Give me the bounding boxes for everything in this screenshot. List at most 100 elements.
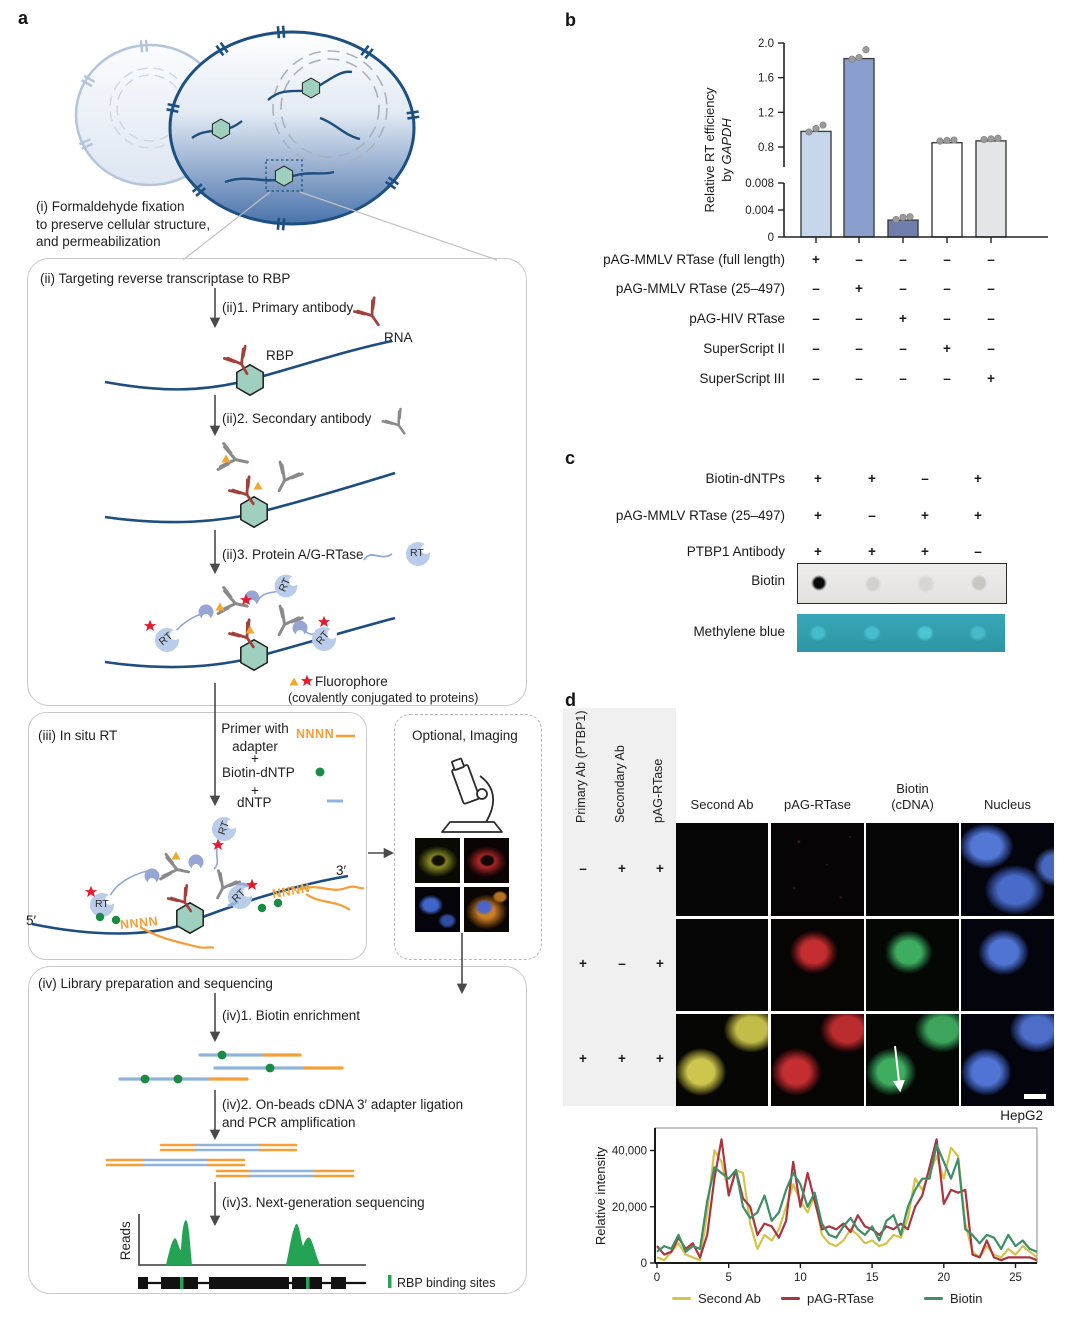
condition-sign: –	[987, 252, 995, 267]
condition-label-pag-rtase: pAG-RTase	[651, 758, 665, 823]
condition-sign: +	[656, 861, 664, 876]
svg-text:10: 10	[794, 1272, 807, 1284]
condition-sign: –	[987, 311, 995, 326]
legend-label-second-ab: Second Ab	[698, 1291, 761, 1306]
svg-text:0.008: 0.008	[745, 178, 774, 190]
condition-sign: –	[943, 371, 951, 386]
bar-SuperScript II	[931, 141, 963, 238]
svg-text:25: 25	[1009, 1272, 1022, 1284]
data-point	[906, 213, 914, 221]
legend-swatch-pag-rtase	[781, 1296, 800, 1301]
condition-row-label: PTBP1 Antibody	[686, 544, 785, 559]
condition-row-label: pAG-MMLV RTase (25–497)	[615, 508, 785, 523]
condition-row-label: SuperScript II	[703, 341, 785, 356]
rbp-hexagon-icon	[301, 77, 321, 99]
step-i-caption: (i) Formaldehyde fixation to preserve ce…	[36, 199, 211, 250]
box-optional-imaging	[394, 714, 542, 960]
step-iv-1-label: (iv)1. Biotin enrichment	[222, 1008, 361, 1023]
condition-sign: +	[921, 544, 929, 559]
micrograph-r3c1	[676, 1014, 768, 1106]
condition-column-background	[563, 708, 676, 1106]
biotin-blot-label: Biotin	[751, 573, 785, 588]
series-line-Second Ab	[656, 1146, 1038, 1262]
bar-SuperScript III	[975, 140, 1007, 238]
svg-text:5: 5	[725, 1272, 731, 1284]
primer-nnnn-label: NNNN	[296, 727, 335, 741]
step-ii-3-label: (ii)3. Protein A/G-RTase	[222, 547, 364, 562]
condition-sign: +	[618, 1051, 626, 1066]
condition-sign: –	[899, 252, 907, 267]
data-point	[950, 136, 958, 144]
condition-sign: +	[899, 311, 907, 326]
condition-sign: +	[656, 956, 664, 971]
rbp-hexagon-icon	[274, 165, 294, 187]
micrograph-r1c4	[961, 823, 1054, 916]
micrograph-r2c4	[961, 919, 1054, 1011]
rbp-label: RBP	[266, 348, 294, 363]
column-header-second-ab: Second Ab	[690, 797, 754, 812]
svg-text:40,000: 40,000	[612, 1146, 647, 1158]
bar-pAG-MMLV RTase (25–497)	[843, 57, 875, 238]
condition-sign: +	[921, 508, 929, 523]
condition-sign: +	[656, 1051, 664, 1066]
step-ii-title: (ii) Targeting reverse transcriptase to …	[40, 271, 291, 286]
connector-line	[299, 191, 498, 261]
data-point	[805, 128, 813, 136]
condition-sign: +	[579, 956, 587, 971]
condition-sign: –	[987, 281, 995, 296]
condition-sign: –	[618, 956, 626, 971]
data-point	[812, 124, 820, 133]
svg-text:1.6: 1.6	[758, 73, 774, 85]
condition-label-secondary-ab: Secondary Ab	[613, 745, 627, 823]
legend-swatch-second-ab	[672, 1296, 691, 1301]
svg-text:0.004: 0.004	[745, 205, 774, 217]
five-prime-label: 5′	[26, 913, 37, 928]
condition-sign: +	[974, 471, 982, 486]
legend-item-pag-rtase: pAG-RTase	[781, 1291, 874, 1306]
condition-sign: +	[987, 371, 995, 386]
condition-sign: +	[814, 471, 822, 486]
box-step-ii	[27, 258, 527, 706]
rbp-hexagon-icon	[211, 118, 231, 140]
bar-pAG-HIV RTase	[887, 219, 919, 238]
condition-sign: –	[943, 281, 951, 296]
biotin-dot-blot	[797, 563, 1007, 604]
y-axis-gene-italic: GAPDH	[718, 118, 734, 165]
scale-bar	[1024, 1094, 1046, 1099]
condition-sign: –	[855, 252, 863, 267]
condition-sign: –	[855, 311, 863, 326]
svg-text:1.2: 1.2	[758, 107, 774, 119]
svg-text:20: 20	[937, 1272, 950, 1284]
data-point	[980, 136, 988, 144]
condition-row-label: Biotin-dNTPs	[705, 471, 785, 486]
data-point	[899, 213, 907, 221]
data-point	[848, 55, 856, 63]
micrograph-thumb-yellow	[415, 838, 460, 883]
condition-sign: –	[579, 861, 587, 876]
svg-text:0: 0	[768, 232, 774, 244]
data-point	[892, 215, 900, 224]
micrograph-r3c2	[771, 1014, 864, 1106]
svg-text:20,000: 20,000	[612, 1202, 647, 1214]
legend-item-biotin: Biotin	[924, 1291, 983, 1306]
fluorophore-note: (covalently conjugated to proteins)	[288, 691, 479, 705]
micrograph-r2c1	[676, 919, 768, 1011]
condition-label-primary-ab: Primary Ab (PTBP1)	[574, 710, 588, 823]
condition-sign: –	[855, 371, 863, 386]
micrograph-r2c2	[771, 919, 864, 1011]
condition-sign: +	[868, 471, 876, 486]
rt-label: RT	[410, 547, 424, 559]
step-iv-2-label: (iv)2. On-beads cDNA 3′ adapter ligation…	[222, 1097, 464, 1130]
column-header-nucleus: Nucleus	[984, 797, 1031, 812]
condition-row-label: SuperScript III	[699, 371, 785, 386]
micrograph-r1c2	[771, 823, 864, 916]
panel-d-letter: d	[565, 690, 576, 710]
data-point	[943, 136, 951, 145]
micrograph-r1c3	[866, 823, 959, 916]
plus-sign: +	[251, 783, 259, 798]
condition-sign: –	[943, 311, 951, 326]
svg-text:15: 15	[866, 1272, 879, 1284]
rbp-binding-sites-label: RBP binding sites	[397, 1276, 496, 1290]
methylene-blue-blot	[797, 614, 1005, 652]
